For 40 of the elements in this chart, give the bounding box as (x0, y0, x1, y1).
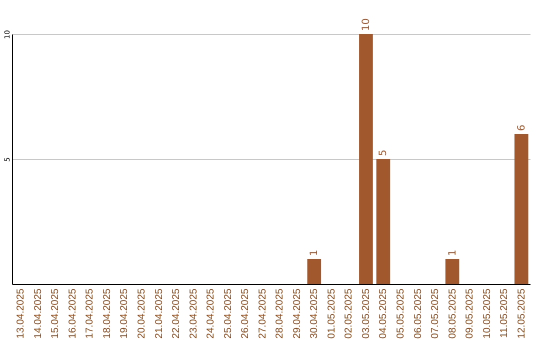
x-tick-label: 05.05.2025 (396, 288, 406, 339)
x-tick-label: 21.04.2025 (154, 288, 165, 339)
x-tick-label: 10.05.2025 (482, 288, 493, 339)
x-tick-label: 04.05.2025 (378, 288, 390, 339)
bar (359, 34, 373, 284)
x-tick-label: 24.04.2025 (206, 288, 217, 339)
bar (514, 134, 528, 284)
x-tick-label: 06.05.2025 (412, 288, 424, 339)
data-label: 6 (516, 124, 528, 131)
x-tick-label: 16.04.2025 (67, 288, 78, 339)
x-tick-label: 15.04.2025 (50, 288, 62, 339)
x-tick-label: 12.05.2025 (516, 288, 528, 339)
x-tick-label: 02.05.2025 (344, 288, 355, 339)
x-tick-label: 20.04.2025 (136, 288, 148, 339)
x-tick-label: 29.04.2025 (292, 288, 303, 339)
data-label: 5 (378, 150, 390, 156)
x-tick-label: 17.04.2025 (84, 288, 96, 339)
x-tick-label: 25.04.2025 (222, 288, 234, 339)
x-tick-label: 09.05.2025 (464, 288, 476, 339)
x-tick-label: 01.05.2025 (326, 288, 338, 339)
data-label: 1 (309, 250, 320, 256)
x-tick-label: 07.05.2025 (430, 288, 442, 339)
x-tick-label: 23.04.2025 (188, 288, 200, 339)
x-tick-label: 18.04.2025 (102, 288, 113, 339)
bar (307, 259, 322, 284)
data-label: 1 (447, 250, 458, 256)
x-tick-label: 03.05.2025 (360, 288, 372, 339)
x-tick-label: 27.04.2025 (257, 288, 268, 339)
x-tick-label: 11.05.2025 (499, 288, 510, 338)
x-tick-label: 26.04.2025 (240, 288, 252, 339)
data-label: 10 (360, 18, 372, 31)
x-tick-label: 28.04.2025 (274, 288, 286, 339)
x-tick-label: 30.04.2025 (309, 288, 320, 339)
x-tick-label: 13.04.2025 (16, 288, 27, 339)
x-tick-label: 08.05.2025 (447, 288, 458, 339)
bar (376, 159, 390, 284)
x-tick-label: 22.04.2025 (171, 288, 182, 339)
x-tick-label: 19.04.2025 (119, 288, 130, 339)
x-tick-label: 14.04.2025 (32, 288, 44, 339)
bar (445, 259, 460, 284)
